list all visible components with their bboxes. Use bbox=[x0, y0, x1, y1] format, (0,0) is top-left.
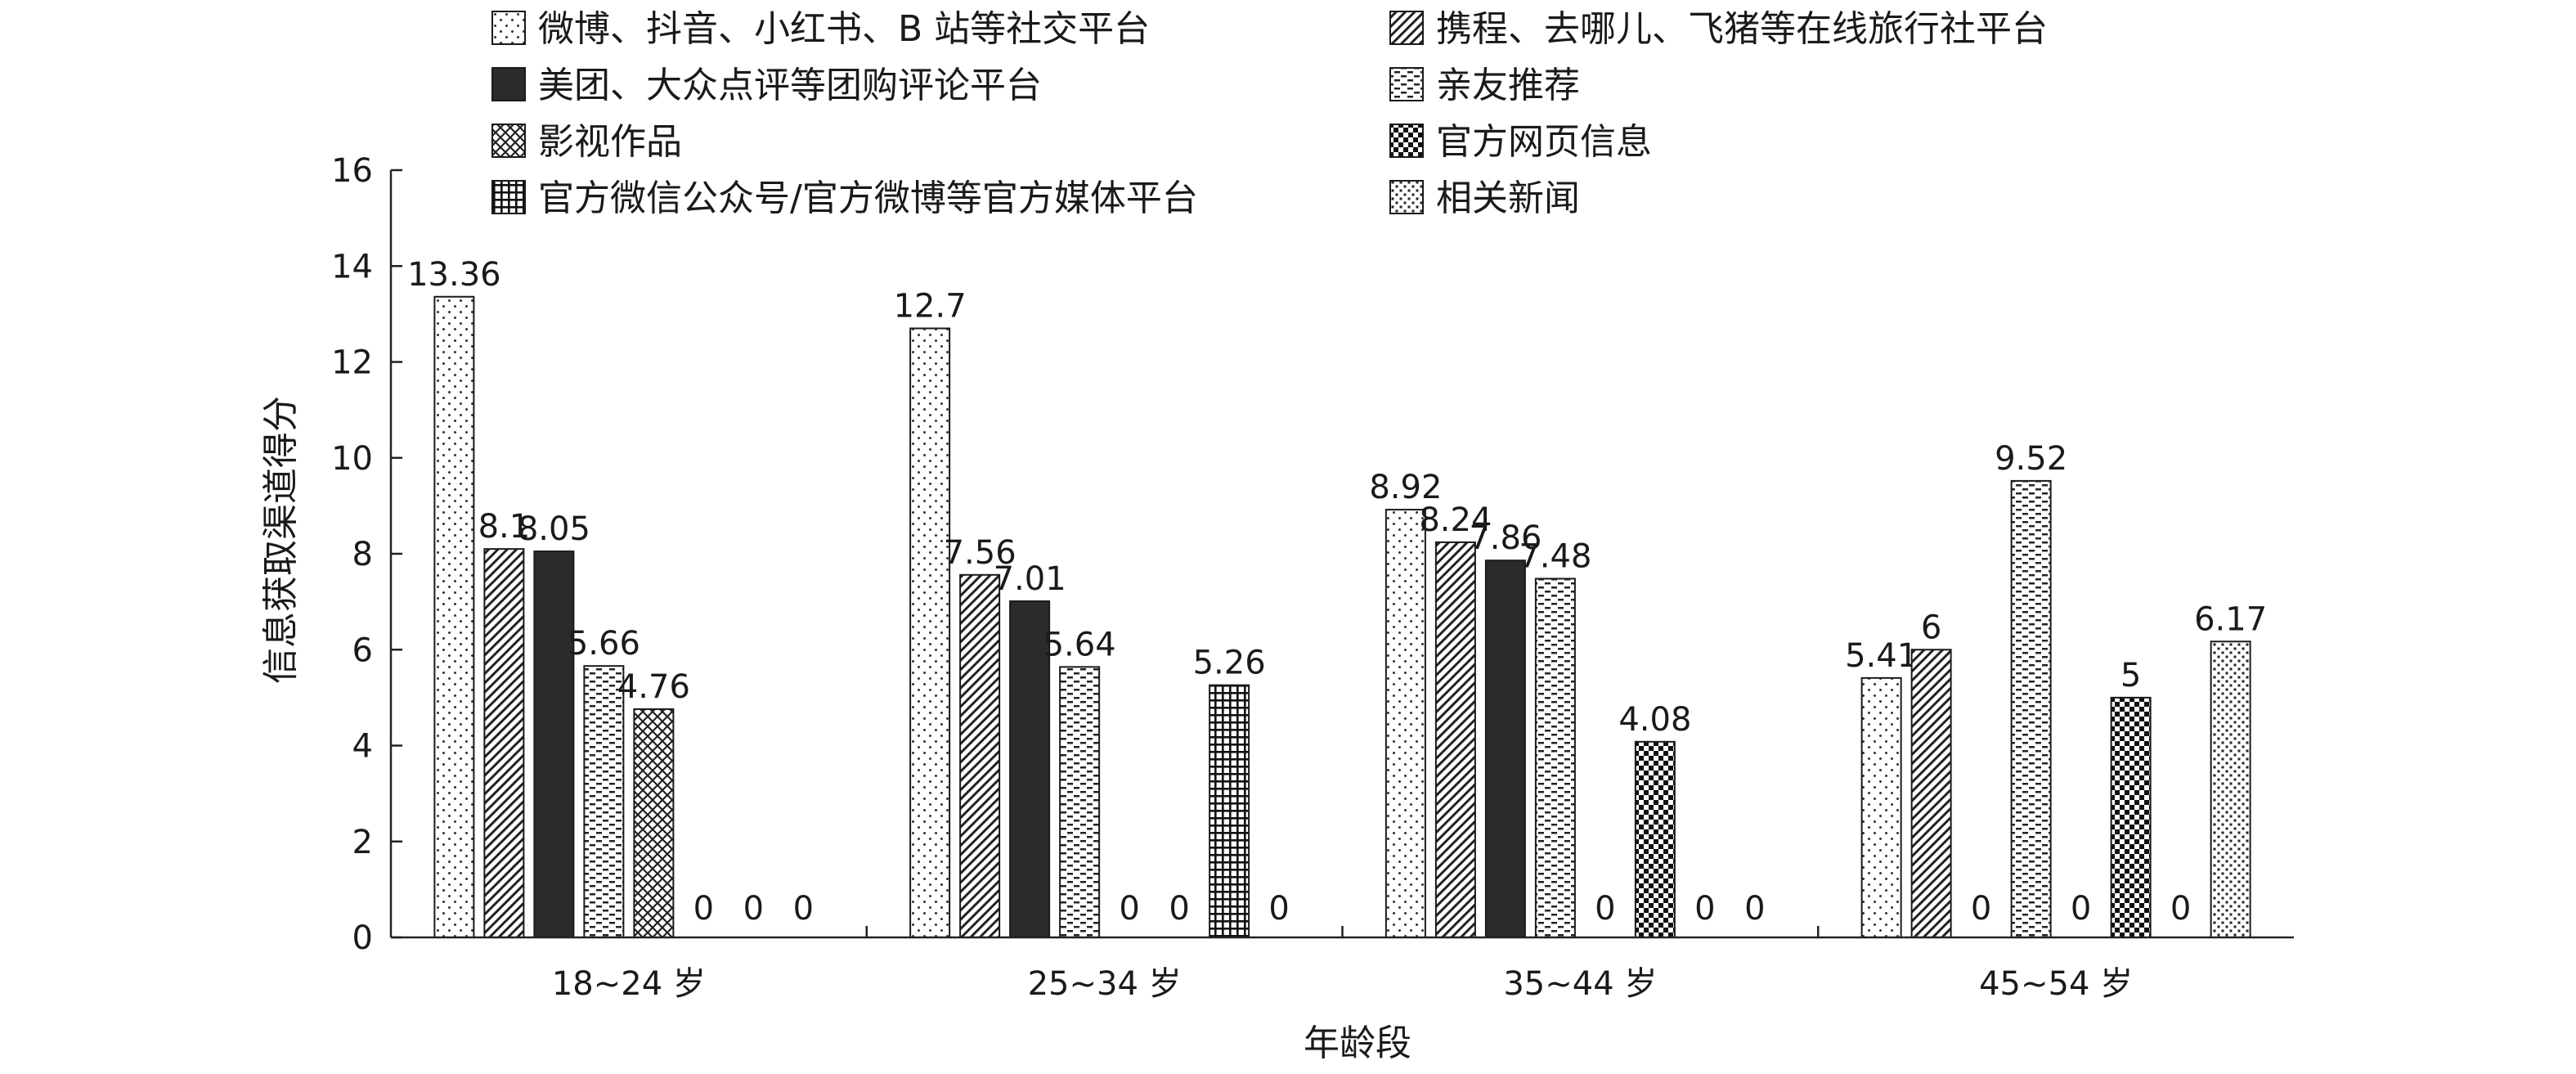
data-label: 5.41 bbox=[1845, 637, 1918, 675]
data-label: 8.24 bbox=[1419, 501, 1492, 539]
data-label: 8.1 bbox=[478, 508, 531, 546]
legend-label: 官方网页信息 bbox=[1436, 121, 1652, 163]
y-tick-label: 16 bbox=[331, 152, 373, 190]
data-label: 7.56 bbox=[944, 534, 1016, 572]
data-label: 6.17 bbox=[2194, 600, 2267, 638]
data-label: 7.48 bbox=[1519, 537, 1591, 575]
bar bbox=[1384, 509, 1426, 938]
data-label: 0 bbox=[1595, 890, 1615, 928]
x-tick-label: 18~24 岁 bbox=[552, 965, 706, 1003]
bar bbox=[1910, 649, 1952, 938]
data-label: 0 bbox=[693, 890, 714, 928]
legend-label: 美团、大众点评等团购评论平台 bbox=[538, 65, 1042, 106]
y-axis-title: 信息获取渠道得分 bbox=[260, 396, 302, 684]
data-label: 0 bbox=[2071, 890, 2091, 928]
y-axis: 0 2 4 6 8 10 12 14 16 bbox=[331, 152, 402, 957]
data-label: 5 bbox=[2120, 657, 2141, 694]
y-tick-label: 10 bbox=[331, 440, 373, 478]
data-label: 7.86 bbox=[1469, 519, 1542, 557]
legend-swatch bbox=[491, 180, 526, 214]
data-label: 0 bbox=[1971, 890, 1991, 928]
legend-label: 微博、抖音、小红书、B 站等社交平台 bbox=[538, 8, 1150, 50]
bar bbox=[633, 708, 675, 938]
bar bbox=[2010, 479, 2052, 938]
legend-swatch bbox=[1389, 11, 1424, 45]
legend-label: 影视作品 bbox=[538, 121, 682, 163]
data-label: 9.52 bbox=[1995, 440, 2067, 478]
data-label: 0 bbox=[1268, 890, 1289, 928]
plot-area: 13.368.18.055.664.760 0 012.77.567.015.640… bbox=[407, 256, 2267, 939]
data-label: 8.92 bbox=[1369, 469, 1442, 506]
legend-swatch bbox=[1389, 180, 1424, 214]
x-tick-label: 45~54 岁 bbox=[1979, 965, 2133, 1003]
data-label: 0 bbox=[1694, 890, 1715, 928]
data-label: 8.05 bbox=[518, 510, 590, 548]
legend-label: 携程、去哪儿、飞猪等在线旅行社平台 bbox=[1436, 8, 2048, 50]
bar bbox=[583, 665, 625, 938]
bar bbox=[1534, 577, 1576, 938]
data-label: 0 bbox=[793, 890, 814, 928]
x-axis: 18~24 岁 25~34 岁 35~44 岁 45~54 岁 bbox=[391, 926, 2294, 1003]
data-label: 4.76 bbox=[617, 668, 690, 706]
legend-swatch bbox=[491, 11, 526, 45]
y-tick-label: 2 bbox=[352, 824, 373, 861]
y-tick-label: 14 bbox=[331, 248, 373, 285]
data-label: 5.26 bbox=[1193, 645, 1266, 682]
y-tick-label: 4 bbox=[352, 728, 373, 766]
legend: 微博、抖音、小红书、B 站等社交平台 携程、去哪儿、飞猪等在线旅行社平台美团、大众… bbox=[491, 8, 2048, 219]
x-tick-label: 35~44 岁 bbox=[1503, 965, 1657, 1003]
bar bbox=[533, 550, 575, 938]
bar bbox=[1484, 559, 1526, 939]
bar bbox=[1634, 740, 1676, 938]
legend-label: 亲友推荐 bbox=[1436, 65, 1580, 106]
data-label: 0 bbox=[1169, 890, 1189, 928]
data-label: 12.7 bbox=[894, 287, 967, 325]
bar bbox=[1434, 541, 1476, 938]
bar bbox=[2110, 696, 2152, 938]
bar bbox=[1059, 666, 1101, 938]
bar bbox=[433, 295, 475, 938]
data-label: 0 bbox=[743, 890, 764, 928]
legend-swatch bbox=[1389, 67, 1424, 101]
data-label: 0 bbox=[2170, 890, 2191, 928]
bar bbox=[1860, 676, 1902, 938]
bar bbox=[483, 548, 525, 938]
legend-swatch bbox=[491, 67, 526, 101]
x-axis-title: 年龄段 bbox=[1304, 1022, 1411, 1064]
legend-swatch bbox=[491, 124, 526, 158]
x-tick-label: 25~34 岁 bbox=[1028, 965, 1182, 1003]
data-label: 0 bbox=[1119, 890, 1139, 928]
bar bbox=[959, 573, 1001, 938]
bar bbox=[1209, 684, 1250, 938]
legend-swatch bbox=[1389, 124, 1424, 158]
data-label: 4.08 bbox=[1618, 701, 1691, 739]
bar bbox=[909, 327, 951, 938]
y-tick-label: 6 bbox=[352, 631, 373, 669]
legend-label: 相关新闻 bbox=[1436, 178, 1580, 219]
data-label: 7.01 bbox=[994, 560, 1066, 598]
data-label: 5.66 bbox=[568, 625, 640, 663]
data-label: 13.36 bbox=[407, 256, 501, 294]
data-label: 0 bbox=[1744, 890, 1765, 928]
legend-label: 官方微信公众号/官方微博等官方媒体平台 bbox=[538, 178, 1198, 219]
bar bbox=[2210, 640, 2251, 938]
data-label: 5.64 bbox=[1043, 626, 1116, 663]
y-tick-label: 8 bbox=[352, 536, 373, 573]
y-tick-label: 12 bbox=[331, 344, 373, 382]
y-tick-label: 0 bbox=[352, 919, 373, 957]
data-label: 6 bbox=[1921, 609, 1941, 646]
